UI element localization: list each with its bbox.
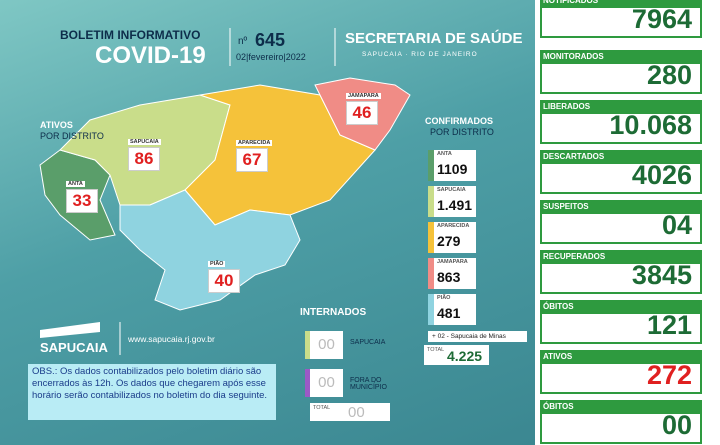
stat-value-box: 280	[542, 60, 700, 92]
stat-value-box: 3845	[542, 260, 700, 292]
stat-card: SUSPEITOSem análise04	[540, 200, 702, 244]
confirmados-subtitle: POR DISTRITO	[430, 127, 494, 137]
internados-label: FORA DO MUNICÍPIO	[350, 377, 387, 391]
stat-card: LIBERADOSdo Monitoramento10.068	[540, 100, 702, 144]
stat-value: 00	[661, 410, 692, 440]
ativos-subtitle: POR DISTRITO	[40, 131, 104, 141]
date: 02|fevereiro|2022	[236, 52, 306, 62]
stat-card: DESCARTADOS 4026	[540, 150, 702, 194]
confirmed-name: SAPUCAIA	[437, 187, 466, 193]
obs: OBS.: Os dados contabilizados pelo bolet…	[28, 364, 276, 420]
stat-label: LIBERADOS	[543, 102, 591, 111]
total-value: 4.225	[447, 348, 483, 364]
stat-card: ATIVOS 272	[540, 350, 702, 394]
stat-value-box: 121	[542, 310, 700, 342]
confirmed-box: SAPUCAIA 1.491	[428, 186, 476, 217]
confirmed-color	[428, 222, 434, 253]
confirmed-name: ANTA	[437, 151, 452, 157]
url: www.sapucaia.rj.gov.br	[128, 334, 215, 344]
stat-value: 272	[646, 360, 692, 390]
internados-total-label: TOTAL	[313, 405, 331, 411]
logo: SAPUCAIA	[40, 340, 108, 355]
stat-label: ÓBITOS	[543, 302, 574, 311]
ativos-title: ATIVOS	[40, 120, 73, 130]
stat-card: ÓBITOSem análise00	[540, 400, 702, 444]
confirmed-value: 481	[437, 305, 461, 321]
stat-card: NOTIFICADOS 7964	[540, 0, 702, 38]
internados-label: SAPUCAIA	[350, 339, 386, 346]
confirmados-note: + 02 - Sapucaia de Minas	[428, 331, 527, 342]
stat-label: RECUPERADOS	[543, 252, 606, 261]
confirmed-name: JAMAPARA	[437, 259, 468, 265]
confirmed-color	[428, 258, 434, 289]
confirmed-box: PIÃO 481	[428, 294, 476, 325]
stat-value-box: 7964	[542, 4, 700, 36]
confirmed-box: APARECIDA 279	[428, 222, 476, 253]
stat-label: ÓBITOS	[543, 402, 574, 411]
stat-label: SUSPEITOS	[543, 202, 589, 211]
stat-value-box: 04	[542, 210, 700, 242]
stat-value-box: 4026	[542, 160, 700, 192]
stat-label: ATIVOS	[543, 352, 573, 361]
stat-label: DESCARTADOS	[543, 152, 605, 161]
total-box	[424, 345, 489, 365]
stat-value: 3845	[631, 260, 692, 290]
confirmados-title: CONFIRMADOS	[425, 116, 493, 126]
stat-label: MONITORADOS	[543, 52, 604, 61]
district-active: 67	[236, 148, 268, 172]
number-prefix: nº	[238, 36, 248, 47]
confirmed-color	[428, 150, 434, 181]
stat-card: MONITORADOS 280	[540, 50, 702, 94]
stat-value: 10.068	[609, 110, 692, 140]
subtitle: COVID-19	[95, 42, 206, 69]
stat-card: ÓBITOSconfirmados121	[540, 300, 702, 344]
internados-value: 00	[310, 369, 343, 397]
stat-value: 121	[646, 310, 692, 340]
bulletin-panel: BOLETIM INFORMATIVO COVID-19 nº 645 02|f…	[0, 0, 535, 445]
internados-bar	[305, 331, 310, 359]
district-active: 40	[208, 269, 240, 293]
logo-flag	[40, 322, 100, 338]
internados-total-box	[310, 403, 390, 421]
district-active: 86	[128, 147, 160, 171]
confirmed-color	[428, 294, 434, 325]
stat-value: 04	[661, 210, 692, 240]
stat-value-box: 00	[542, 410, 700, 442]
district-label: PIÃO	[208, 261, 226, 267]
confirmed-box: JAMAPARA 863	[428, 258, 476, 289]
title: BOLETIM INFORMATIVO	[60, 28, 201, 42]
org: SECRETARIA DE SAÚDE	[345, 30, 523, 47]
district-label: JAMAPARA	[346, 93, 381, 99]
district-label: APARECIDA	[236, 140, 273, 146]
confirmed-value: 279	[437, 233, 461, 249]
confirmed-color	[428, 186, 434, 217]
org-sub: SAPUCAIA · RIO DE JANEIRO	[362, 51, 478, 58]
confirmed-name: APARECIDA	[437, 223, 470, 229]
internados-value: 00	[310, 331, 343, 359]
total-label: TOTAL	[427, 347, 445, 353]
stat-value-box: 272	[542, 360, 700, 392]
internados-bar	[305, 369, 310, 397]
internados-total-value: 00	[348, 404, 365, 421]
district-active: 46	[346, 101, 378, 125]
stat-value-box: 10.068	[542, 110, 700, 142]
district-label: ANTA	[66, 181, 85, 187]
internados-title: INTERNADOS	[300, 307, 367, 318]
stat-card: RECUPERADOS 3845	[540, 250, 702, 294]
district-label: SAPUCAIA	[128, 139, 161, 145]
confirmed-box: ANTA 1109	[428, 150, 476, 181]
district-active: 33	[66, 189, 98, 213]
confirmed-name: PIÃO	[437, 295, 451, 301]
stat-value: 4026	[631, 160, 692, 190]
confirmed-value: 863	[437, 269, 461, 285]
confirmed-value: 1.491	[437, 197, 473, 213]
stat-label: NOTIFICADOS	[543, 0, 599, 5]
stat-value: 280	[646, 60, 692, 90]
stat-value: 7964	[631, 4, 692, 34]
confirmed-value: 1109	[437, 161, 468, 177]
number: 645	[255, 30, 286, 50]
